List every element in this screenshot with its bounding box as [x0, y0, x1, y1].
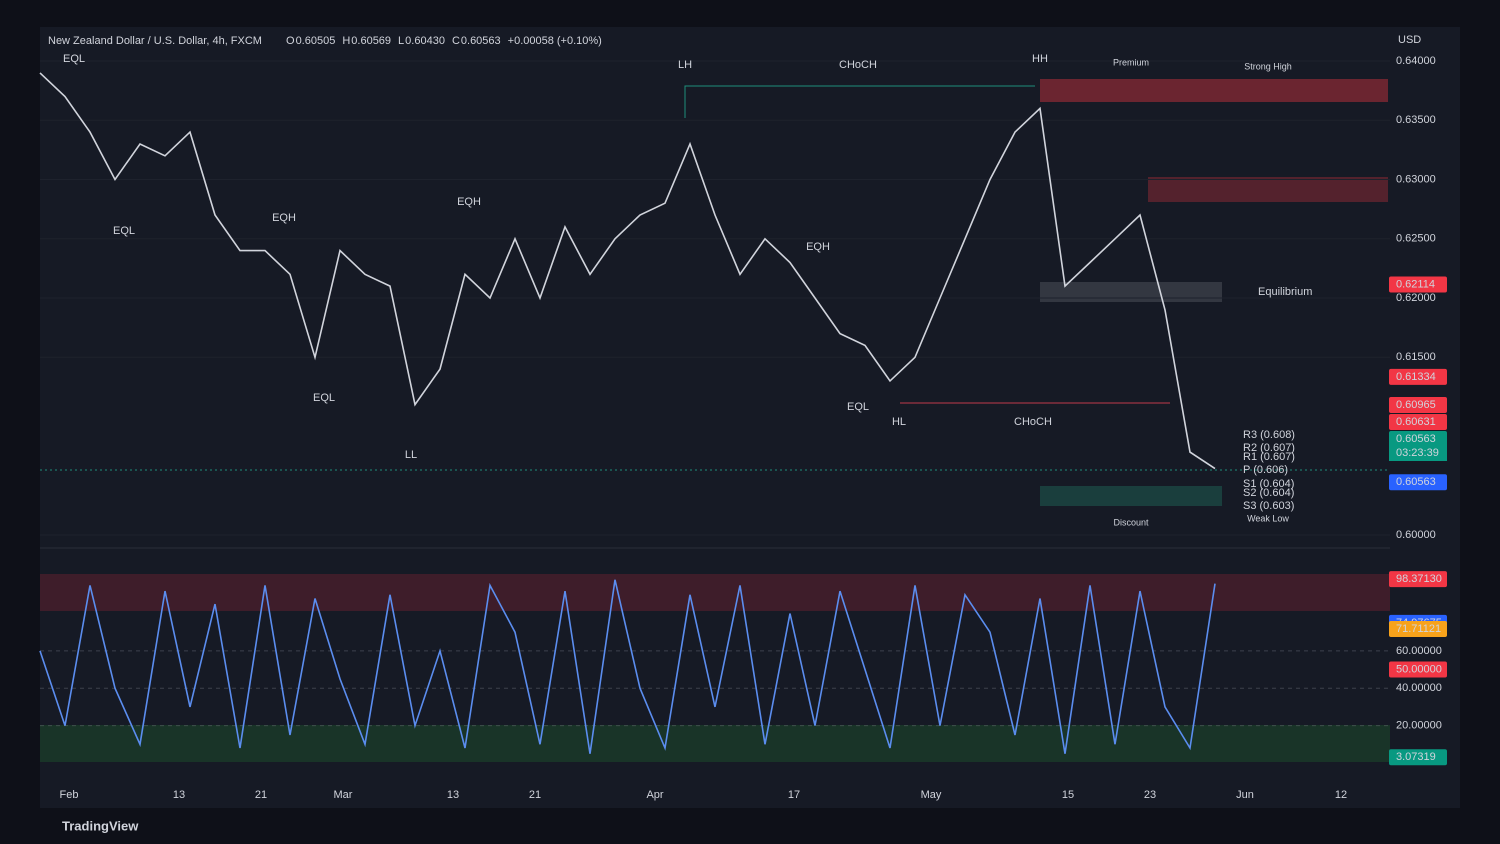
annotation: CHoCH: [839, 59, 877, 71]
price-tag: [1389, 571, 1447, 588]
y-tick-label: 0.63000: [1396, 173, 1436, 185]
date-label: 15: [1062, 789, 1074, 801]
annotation: Strong High: [1244, 61, 1292, 71]
annotation: EQH: [272, 212, 296, 224]
annotation: R2 (0.607): [1243, 442, 1295, 454]
price-tag: [1389, 620, 1447, 637]
price-tag-label: 3.07319: [1396, 751, 1436, 763]
price-tag: [1389, 474, 1447, 491]
date-label: Feb: [60, 789, 79, 801]
annotation: EQL: [847, 401, 869, 413]
ohlc-value: H: [342, 35, 350, 47]
price-tag: [1389, 276, 1447, 293]
annotation: CHoCH: [1014, 416, 1052, 428]
price-tag-label: 0.60563: [1396, 476, 1436, 488]
annotation: LL: [405, 449, 417, 461]
y-tick-label: 20.00000: [1396, 720, 1442, 732]
fvg-zone: [1148, 177, 1388, 202]
equilibrium-zone: [1040, 282, 1222, 302]
date-label: Mar: [334, 789, 353, 801]
price-tag: [1389, 661, 1447, 678]
discount-zone: [1040, 486, 1222, 506]
price-tag: [1389, 414, 1447, 430]
date-label: 13: [173, 789, 185, 801]
annotation: Discount: [1113, 517, 1149, 527]
chart-panel: [40, 27, 1460, 808]
annotation: LH: [678, 59, 692, 71]
ohlc-value: 0.60563: [461, 35, 501, 47]
y-tick-label: 0.62500: [1396, 233, 1436, 245]
countdown-tag: [1389, 445, 1447, 461]
y-tick-label: 0.60000: [1396, 529, 1436, 541]
price-tag: [1389, 397, 1447, 413]
y-tick-label: 60.00000: [1396, 645, 1442, 657]
price-tag-label: 0.61334: [1396, 371, 1436, 383]
symbol-title: New Zealand Dollar / U.S. Dollar, 4h, FX…: [48, 35, 262, 47]
date-label: Jun: [1236, 789, 1254, 801]
annotation: R1 (0.607): [1243, 451, 1295, 463]
series-line: [39, 579, 1216, 754]
ohlc-value: 0.60430: [405, 35, 445, 47]
annotation: Premium: [1113, 57, 1149, 67]
currency: USD: [1398, 34, 1421, 46]
price-tag-label: 0.60631: [1396, 416, 1436, 428]
price-tag: [1389, 368, 1447, 385]
annotation: Weak Low: [1247, 513, 1289, 523]
price-tag-label: 0.62114: [1396, 278, 1435, 290]
annotation: HL: [892, 416, 906, 428]
price-tag-label: 71.71121: [1396, 623, 1441, 635]
date-label: 13: [447, 789, 459, 801]
date-label: May: [921, 789, 942, 801]
annotation: R3 (0.608): [1243, 429, 1295, 441]
annotation: Equilibrium: [1258, 286, 1312, 298]
annotation: P (0.606): [1243, 464, 1288, 476]
y-tick-label: 0.63500: [1396, 114, 1436, 126]
ohlc-value: O: [286, 35, 295, 47]
date-label: Apr: [646, 789, 663, 801]
ohlc-value: L: [398, 35, 404, 47]
date-label: 12: [1335, 789, 1347, 801]
price-tag: [1389, 749, 1447, 766]
price-tag: [1389, 431, 1447, 447]
oversold-zone: [40, 725, 1390, 762]
ohlc-value: 0.60569: [351, 35, 391, 47]
date-label: 17: [788, 789, 800, 801]
annotation: S1 (0.604): [1243, 478, 1294, 490]
annotation: EQL: [113, 225, 135, 237]
premium-zone: [1040, 79, 1388, 102]
y-tick-label: 0.64000: [1396, 55, 1436, 67]
choch-line: [684, 85, 1035, 118]
countdown: 03:23:39: [1396, 447, 1439, 459]
overbought-zone: [40, 574, 1390, 611]
price-tag-label: 0.60965: [1396, 399, 1436, 411]
annotation: EQL: [313, 392, 335, 404]
annotation: S2 (0.604): [1243, 487, 1294, 499]
footer-logo: TradingView: [62, 818, 139, 833]
annotation: EQH: [457, 196, 481, 208]
annotation: HH: [1032, 53, 1048, 65]
annotation: EQL: [63, 53, 85, 65]
price-tag-label: 50.00000: [1396, 663, 1442, 675]
ohlc-value: +0.00058 (+0.10%): [508, 35, 602, 47]
y-tick-label: 0.61500: [1396, 351, 1436, 363]
y-tick-label: 40.00000: [1396, 682, 1442, 694]
ohlc: O 0.60505 H 0.60569 L 0.60430 C 0.60563 +0.00058…: [286, 35, 602, 47]
date-label: 21: [529, 789, 541, 801]
price-tag-label: 98.37130: [1396, 573, 1442, 585]
price-tag-label: 0.60563: [1396, 433, 1436, 445]
annotation: EQH: [806, 241, 830, 253]
annotation: S3 (0.603): [1243, 500, 1294, 512]
series-line: [39, 72, 1216, 470]
ohlc-value: C: [452, 35, 460, 47]
date-label: 23: [1144, 789, 1156, 801]
ohlc-value: 0.60505: [296, 35, 336, 47]
y-tick-label: 0.62000: [1396, 292, 1436, 304]
date-label: 21: [255, 789, 267, 801]
